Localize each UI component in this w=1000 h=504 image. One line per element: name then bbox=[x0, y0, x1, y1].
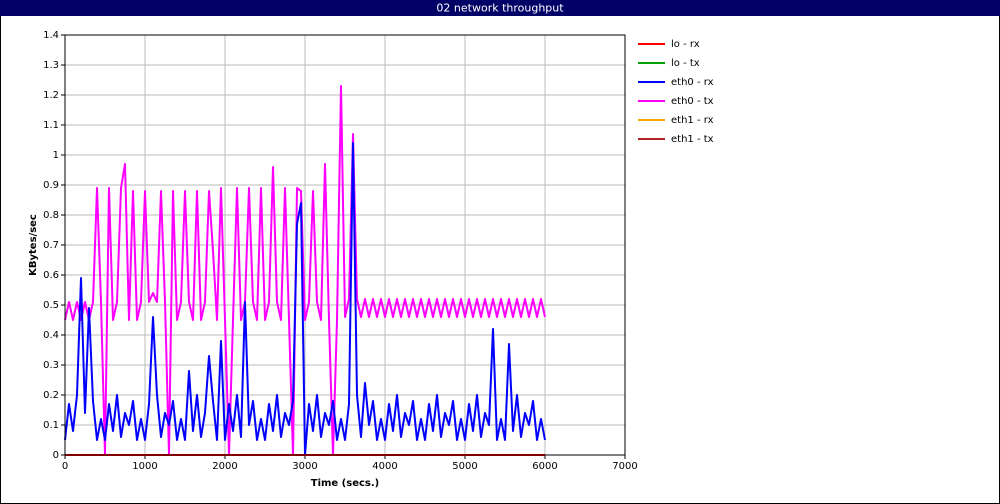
y-tick-label: 0.4 bbox=[43, 330, 59, 341]
legend-label: lo - tx bbox=[671, 58, 700, 69]
legend-label: eth1 - rx bbox=[671, 115, 714, 126]
x-tick-label: 6000 bbox=[532, 461, 557, 472]
y-tick-label: 0.2 bbox=[43, 390, 59, 401]
x-tick-label: 0 bbox=[62, 461, 68, 472]
x-tick-label: 7000 bbox=[612, 461, 637, 472]
y-tick-label: 1 bbox=[53, 150, 59, 161]
x-tick-label: 3000 bbox=[292, 461, 317, 472]
y-tick-label: 0.8 bbox=[43, 210, 59, 221]
x-tick-label: 5000 bbox=[452, 461, 477, 472]
title-bar bbox=[0, 0, 1000, 16]
chart-title: 02 network throughput bbox=[436, 2, 564, 15]
series-line bbox=[64, 85, 546, 456]
legend-label: eth0 - rx bbox=[671, 77, 714, 88]
x-axis-label: Time (secs.) bbox=[311, 478, 380, 489]
y-axis-label: KBytes/sec bbox=[28, 214, 39, 276]
y-tick-label: 1.3 bbox=[43, 60, 59, 71]
y-tick-label: 1.1 bbox=[43, 120, 59, 131]
plot-frame bbox=[64, 34, 626, 456]
legend-label: eth0 - tx bbox=[671, 96, 714, 107]
x-tick-label: 2000 bbox=[212, 461, 237, 472]
legend: lo - rx lo - tx eth0 - rx eth0 - tx eth1 - r… bbox=[638, 39, 714, 145]
y-tick-label: 0.1 bbox=[43, 420, 59, 431]
y-tick-label: 1.2 bbox=[43, 90, 59, 101]
y-tick-label: 0.6 bbox=[43, 270, 59, 281]
legend-label: lo - rx bbox=[671, 39, 700, 50]
y-tick-label: 0.3 bbox=[43, 360, 59, 371]
y-tick-label: 0.5 bbox=[43, 300, 59, 311]
y-tick-label: 0.9 bbox=[43, 180, 59, 191]
y-tick-label: 1.4 bbox=[43, 30, 59, 41]
legend-label: eth1 - tx bbox=[671, 134, 714, 145]
x-tick-label: 4000 bbox=[372, 461, 397, 472]
y-tick-label: 0 bbox=[53, 450, 59, 461]
x-tick-label: 1000 bbox=[132, 461, 157, 472]
y-tick-label: 0.7 bbox=[43, 240, 59, 251]
